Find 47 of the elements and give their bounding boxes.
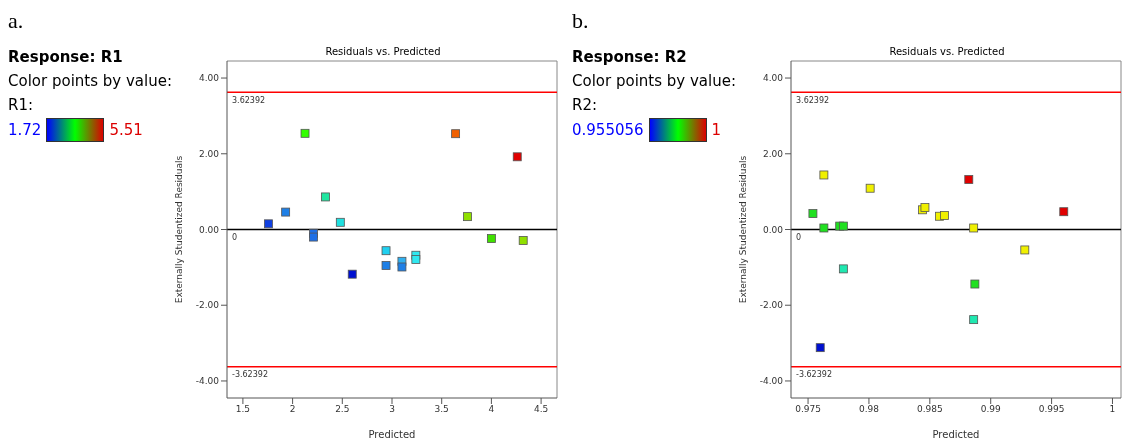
y-tick-label: -4.00: [195, 376, 220, 387]
text: b.: [572, 8, 589, 34]
chart-title: Residuals vs. Predicted: [888, 46, 1006, 57]
x-tick-label: 1.5: [235, 404, 251, 415]
y-tick-label: 4.00: [762, 73, 784, 84]
y-tick-label: 2.00: [762, 148, 784, 159]
y-tick-label: -2.00: [759, 300, 784, 311]
x-tick-label: 3: [389, 404, 395, 415]
x-tick-label: 4: [488, 404, 495, 415]
y-axis-title: Externally Studentized Residuals: [174, 155, 185, 304]
x-tick-label: 0.99: [980, 404, 1001, 415]
text: Response: R2: [572, 48, 688, 66]
y-tick-label: -4.00: [759, 376, 784, 387]
x-tick-label: 2: [289, 404, 296, 415]
text: 0.955056: [572, 121, 644, 139]
text: Color points by value:: [572, 72, 737, 90]
x-axis-title: Predicted: [368, 429, 416, 439]
ref-line-label: 0: [796, 233, 802, 243]
x-tick-label: 0.985: [916, 404, 943, 415]
text: R2:: [572, 96, 599, 114]
ref-line-label: 3.62392: [796, 95, 830, 105]
text: R1:: [8, 96, 35, 114]
y-axis-title: Externally Studentized Residuals: [738, 155, 749, 304]
ref-line-label: -3.62392: [796, 370, 832, 380]
text: a.: [8, 8, 24, 34]
x-tick-label: 1: [1109, 404, 1116, 415]
y-tick-label: 0.00: [198, 224, 220, 235]
text: 5.51: [109, 121, 143, 139]
ref-line-label: 3.62392: [232, 95, 266, 105]
x-tick-label: 0.98: [858, 404, 880, 415]
x-tick-label: 0.975: [795, 404, 821, 415]
y-tick-label: 4.00: [198, 73, 220, 84]
y-tick-label: 2.00: [198, 148, 220, 159]
x-axis-title: Predicted: [932, 429, 980, 439]
ref-line-label: 0: [232, 233, 238, 243]
x-tick-label: 2.5: [335, 404, 350, 415]
x-tick-label: 3.5: [434, 404, 449, 415]
ref-line-label: -3.62392: [232, 370, 268, 380]
text: 1: [711, 121, 722, 139]
text: Response: R1: [8, 48, 124, 66]
y-tick-label: 0.00: [762, 224, 784, 235]
text: Color points by value:: [8, 72, 173, 90]
text: 1.72: [8, 121, 42, 139]
x-tick-label: 4.5: [533, 404, 549, 415]
chart-title: Residuals vs. Predicted: [324, 46, 442, 57]
y-tick-label: -2.00: [195, 300, 220, 311]
x-tick-label: 0.995: [1038, 404, 1065, 415]
